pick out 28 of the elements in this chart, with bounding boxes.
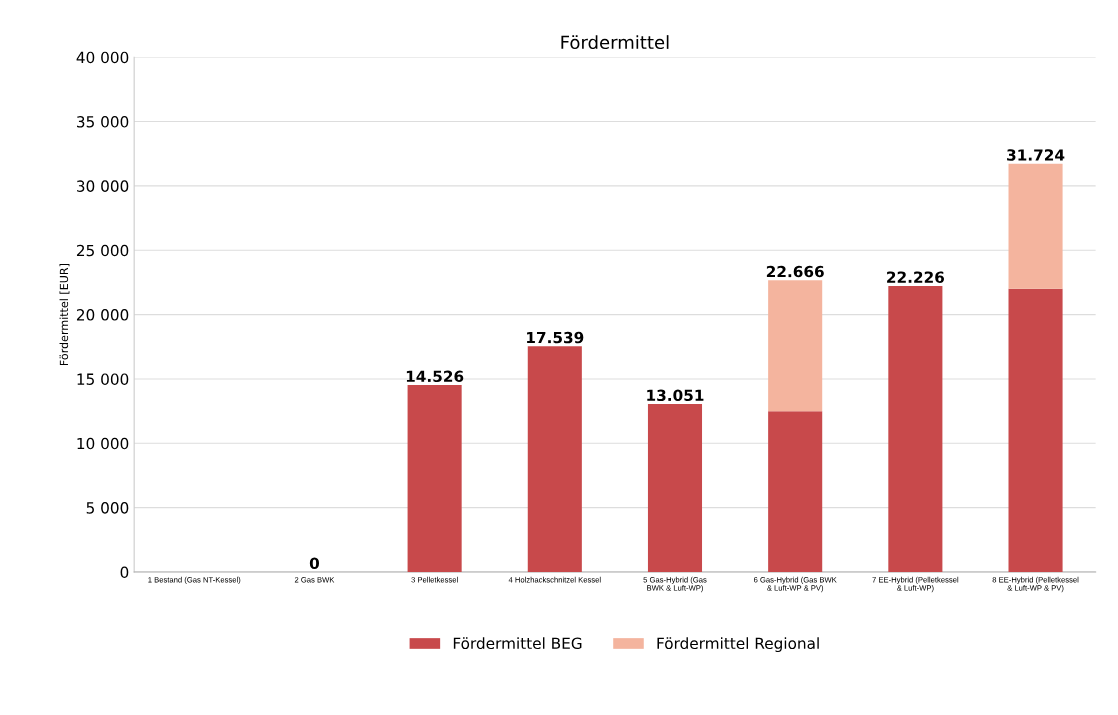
legend-label: Fördermittel Regional (657, 637, 819, 653)
bar (1008, 288, 1063, 572)
total-label: 0 (309, 557, 320, 570)
y-tick-label: 15 000 (77, 373, 129, 385)
y-tick-label: 20 000 (76, 309, 129, 321)
bar (768, 411, 823, 572)
y-axis-title: Fördermittel [EUR] (59, 264, 70, 366)
legend-label: Fördermittel BEG (453, 637, 582, 650)
total-label: 22.666 (766, 265, 824, 278)
bar (407, 385, 462, 572)
y-tick-label: 30 000 (77, 180, 129, 192)
y-tick-label: 25 000 (76, 244, 129, 257)
y-tick-label: 0 (120, 566, 129, 579)
bar (768, 280, 823, 412)
chart-title: Fördermittel (561, 35, 669, 50)
total-label: 14.526 (406, 370, 464, 383)
total-label: 31.724 (1007, 149, 1065, 161)
bar (888, 285, 943, 572)
bar (527, 346, 582, 572)
y-tick-label: 10 000 (77, 437, 129, 450)
total-label: 22.226 (887, 271, 945, 283)
y-tick-label: 35 000 (77, 116, 129, 128)
bar (647, 404, 703, 572)
y-tick-label: 5 000 (86, 502, 129, 514)
total-label: 13.051 (647, 389, 704, 402)
bar (1008, 163, 1063, 289)
total-label: 17.539 (527, 331, 584, 344)
y-tick-label: 40 000 (76, 51, 129, 64)
